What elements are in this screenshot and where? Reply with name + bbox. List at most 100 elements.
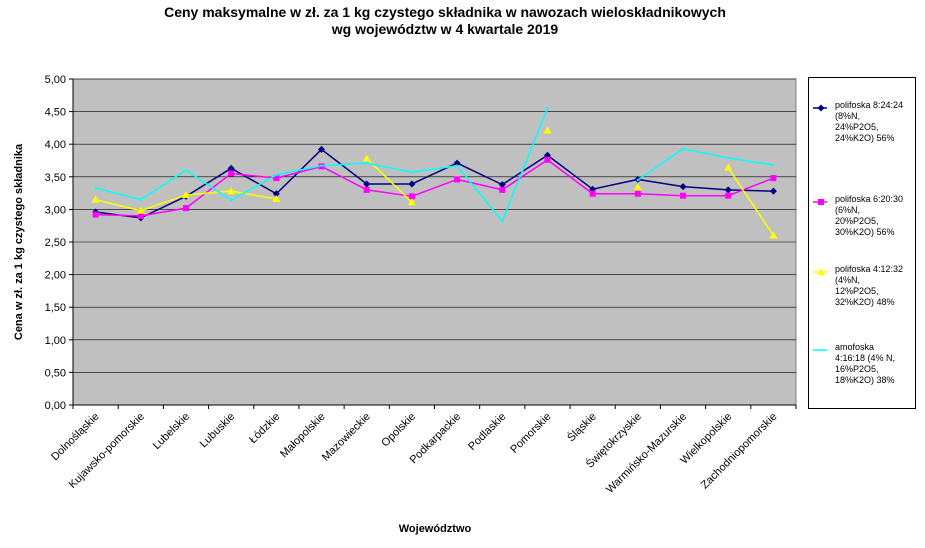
data-point	[91, 195, 100, 203]
axes	[69, 78, 797, 409]
series-segment	[411, 164, 458, 173]
x-tick-label: Lubuskie	[198, 411, 238, 451]
series-segment	[231, 190, 277, 200]
legend: polifoska 8:24:24 (8%N, 24%P2O5, 24%K2O)…	[808, 77, 916, 409]
series-segment	[727, 167, 775, 236]
data-point	[499, 186, 506, 193]
series-1	[92, 145, 777, 222]
data-point	[546, 107, 549, 110]
legend-swatch-marker	[817, 104, 825, 112]
x-tick-label: Zachodniopomorskie	[699, 411, 780, 492]
data-point	[363, 186, 370, 193]
data-point	[182, 205, 189, 212]
y-tick-label: 2,00	[45, 270, 66, 282]
y-tick-label: 1,00	[45, 335, 66, 347]
x-tick-label: Śląskie	[565, 410, 599, 444]
data-point	[94, 186, 97, 190]
series-2	[92, 156, 777, 219]
series-segment	[230, 174, 277, 201]
series-segment	[231, 172, 277, 179]
data-point	[410, 171, 414, 174]
series-segment	[727, 177, 774, 197]
series-segment	[637, 193, 684, 197]
data-point	[363, 180, 371, 188]
series-segment	[592, 178, 639, 190]
data-point	[407, 198, 416, 206]
data-point	[320, 164, 323, 167]
x-tick-label: Podlaskie	[466, 411, 508, 453]
chart-title: Ceny maksymalne w zł. za 1 kg czystego s…	[60, 4, 830, 38]
y-tick-label: 3,00	[45, 204, 66, 216]
series-segment	[140, 169, 187, 201]
data-point	[772, 163, 775, 167]
data-point	[681, 147, 685, 150]
data-point	[272, 190, 280, 198]
chart-title-line1: Ceny maksymalne w zł. za 1 kg czystego s…	[164, 4, 726, 20]
series-3	[91, 126, 778, 239]
x-tick-label: Opolskie	[379, 411, 418, 450]
y-tick-label: 5,00	[45, 74, 66, 86]
data-point	[633, 183, 642, 191]
series-segment	[95, 187, 141, 201]
series-segment	[547, 159, 594, 195]
series-segment	[366, 162, 413, 173]
data-point	[543, 126, 552, 134]
series-4	[94, 107, 775, 223]
data-point	[724, 163, 733, 171]
series-segment	[501, 159, 548, 191]
series-segment	[637, 148, 684, 181]
legend-label: polifoska 8:24:24 (8%N, 24%P2O5, 24%K2O)…	[835, 100, 904, 143]
data-point	[636, 178, 640, 182]
series-segment	[185, 169, 232, 201]
y-axis-label: Cena w zł. za 1 kg czystego składnika	[13, 143, 25, 340]
series-layer	[91, 107, 778, 239]
legend-swatch-marker	[818, 199, 824, 205]
data-point	[727, 156, 730, 160]
data-point	[318, 145, 326, 153]
series-segment	[456, 165, 503, 222]
data-point	[181, 191, 190, 199]
series-segment	[366, 158, 413, 203]
legend-label: polifoska 6:20:30 (6%N, 20%P2O5, 30%K2O)…	[835, 194, 904, 237]
legend-label: amofoska 4:16:18 (4% N, 16%P2O5, 18%K2O)…	[835, 342, 896, 385]
series-segment	[456, 162, 503, 186]
gridlines	[73, 78, 796, 373]
series-segment	[501, 154, 548, 186]
series-segment	[185, 167, 232, 197]
y-tick-label: 1,50	[45, 302, 66, 314]
legend-swatch	[813, 349, 827, 351]
x-tick-label: Łódzkie	[247, 411, 282, 446]
data-point	[137, 212, 144, 219]
x-tick-label: Pomorskie	[508, 411, 553, 456]
x-tick-label: Kujawsko-pomorskie	[67, 411, 147, 491]
x-tick-label: Warmińsko-Mazurskie	[604, 411, 689, 496]
data-point	[273, 175, 280, 182]
data-point	[408, 193, 415, 200]
series-segment	[547, 154, 594, 190]
x-tick-label: Lubelskie	[151, 411, 192, 452]
data-point	[679, 183, 687, 191]
data-point	[769, 231, 778, 239]
series-segment	[321, 162, 367, 167]
legend-label: polifoska 4:12:32 (4%N, 12%P2O5, 32%K2O)…	[835, 264, 904, 307]
data-point	[362, 154, 371, 162]
series-segment	[185, 190, 232, 196]
legend-swatch	[813, 199, 827, 205]
data-point	[136, 206, 145, 214]
chart-title-line2: wg województw w 4 kwartale 2019	[331, 21, 559, 37]
data-point	[139, 198, 142, 201]
y-tick-label: 0,50	[45, 367, 66, 379]
data-point	[769, 187, 777, 195]
x-axis-label: Województwo	[399, 523, 472, 535]
data-point	[501, 219, 504, 223]
series-segment	[140, 194, 187, 212]
series-segment	[276, 165, 322, 179]
x-tick-label: Małopolskie	[278, 411, 328, 461]
data-point	[498, 181, 506, 189]
y-tick-label: 3,50	[45, 172, 66, 184]
data-point	[92, 211, 99, 218]
data-point	[589, 190, 596, 197]
y-tick-label: 0,00	[45, 400, 66, 412]
data-point	[228, 170, 235, 177]
data-point	[454, 176, 461, 183]
